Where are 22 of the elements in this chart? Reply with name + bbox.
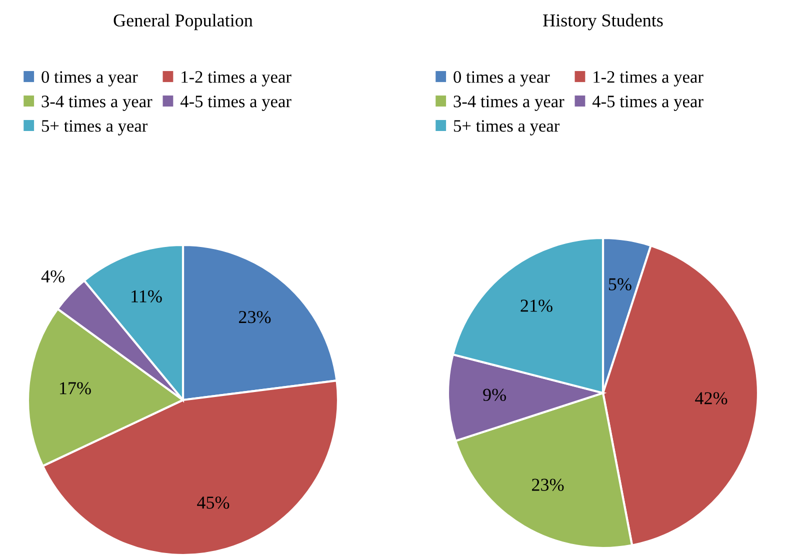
data-label: 23%	[238, 310, 271, 324]
legend-label: 5+ times a year	[454, 120, 560, 136]
data-label: 23%	[532, 478, 564, 491]
data-label: 9%	[483, 388, 506, 401]
legend-label: 1-2 times a year	[594, 71, 704, 86]
data-label: 42%	[695, 392, 728, 404]
data-label: 21%	[520, 300, 552, 312]
legend-label: 0 times a year	[454, 71, 550, 86]
data-label: 4%	[41, 270, 64, 283]
legend-label: 4-5 times a year	[180, 96, 292, 111]
legend-label: 3-4 times a year	[42, 96, 152, 111]
data-label: 17%	[60, 382, 91, 394]
chart-title: General Population	[114, 14, 253, 30]
legend-label: 4-5 times a year	[592, 96, 704, 111]
legend-label: 3-4 times a year	[454, 96, 564, 111]
legend-label: 5+ times a year	[42, 120, 148, 136]
chart-title: History Students	[543, 14, 663, 30]
legend-label: 1-2 times a year	[182, 71, 292, 86]
data-label: 5%	[608, 278, 632, 290]
data-label: 11%	[132, 290, 162, 302]
data-label: 45%	[197, 496, 230, 509]
legend-label: 0 times a year	[42, 71, 138, 86]
